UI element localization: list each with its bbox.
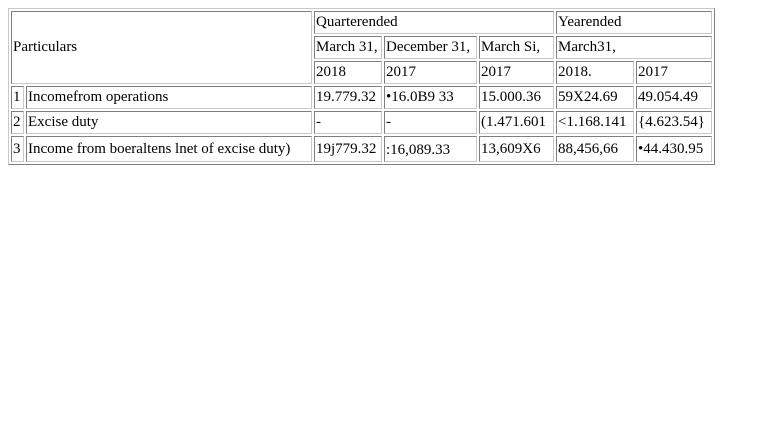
- row-index: 1: [11, 86, 24, 109]
- value-cell: {4.623.54}: [636, 111, 712, 134]
- value-cell: 19j779.32: [314, 136, 382, 162]
- year-cell: 2018.: [556, 61, 634, 84]
- value-cell: 49.054.49: [636, 86, 712, 109]
- financial-results-table: Particulars Quarterended Yearended March…: [8, 8, 715, 165]
- period-year-cell: 2017: [479, 61, 554, 84]
- quarter-ended-header: Quarterended: [314, 11, 554, 34]
- table-row: 3 Income from boeraltens lnet of excise …: [11, 136, 712, 162]
- year-cell: 2017: [636, 61, 712, 84]
- table-row: 2 Excise duty - - (1.471.601 <1.168.141 …: [11, 111, 712, 134]
- year-month-cell: March31,: [556, 36, 712, 59]
- particulars-header: Particulars: [11, 11, 312, 84]
- period-month-cell: March Si,: [479, 36, 554, 59]
- value-cell: (1.471.601: [479, 111, 554, 134]
- value-cell: <1.168.141: [556, 111, 634, 134]
- period-month-cell: March 31,: [314, 36, 382, 59]
- value-cell: -: [314, 111, 382, 134]
- period-month-cell: December 31,: [384, 36, 477, 59]
- value-cell: 59X24.69: [556, 86, 634, 109]
- value-cell: 13,609X6: [479, 136, 554, 162]
- period-year-cell: 2018: [314, 61, 382, 84]
- header-row-3: 2018 2017 2017 2018. 2017: [11, 61, 712, 84]
- row-index: 2: [11, 111, 24, 134]
- row-label: Income from boeraltens lnet of excise du…: [26, 136, 312, 162]
- value-cell: 88,456,66: [556, 136, 634, 162]
- table-row: 1 Incomefrom operations 19.779.32 •16.0B…: [11, 86, 712, 109]
- period-year-cell: 2017: [384, 61, 477, 84]
- year-ended-header: Yearended: [556, 11, 712, 34]
- value-cell: 15.000.36: [479, 86, 554, 109]
- value-cell: 19.779.32: [314, 86, 382, 109]
- header-row-2: March 31, December 31, March Si, March31…: [11, 36, 712, 59]
- value-cell: :16,089.33: [384, 136, 477, 162]
- value-cell: -: [384, 111, 477, 134]
- row-index: 3: [11, 136, 24, 162]
- value-cell: •44.430.95: [636, 136, 712, 162]
- header-row-1: Particulars Quarterended Yearended: [11, 11, 712, 84]
- row-label: Excise duty: [26, 111, 312, 134]
- row-label: Incomefrom operations: [26, 86, 312, 109]
- value-cell: •16.0B9 33: [384, 86, 477, 109]
